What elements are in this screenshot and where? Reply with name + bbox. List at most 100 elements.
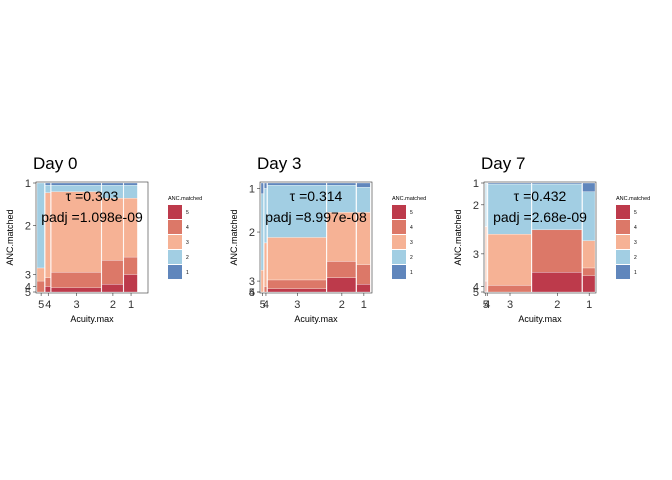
mosaic-tile-acuity-3-anc-4: [267, 279, 327, 289]
x-tick-label: 3: [294, 299, 300, 311]
x-tick-label: 5: [38, 299, 44, 311]
legend-label: 5: [410, 210, 413, 216]
legend-label: 1: [634, 270, 637, 276]
legend-swatch-2: [392, 250, 406, 264]
mosaic-tile-acuity-3-anc-5: [267, 288, 327, 293]
legend-label: 5: [634, 210, 637, 216]
mosaic-tile-acuity-2-anc-2: [326, 185, 357, 213]
legend-title: ANC.matched: [168, 196, 202, 202]
mosaic-tile-acuity-4-anc-2: [486, 182, 488, 227]
chart-title: Day 7: [481, 154, 525, 173]
mosaic-tile-acuity-2-anc-1: [531, 182, 582, 185]
padj-annotation: padj =2.68e-09: [493, 209, 587, 225]
mosaic-tile-acuity-3-anc-1: [487, 182, 532, 185]
tau-annotation: τ =0.303: [66, 188, 119, 204]
x-tick-label: 4: [484, 299, 490, 311]
x-tick-label: 1: [586, 299, 592, 311]
mosaic-tile-acuity-3-anc-3: [487, 234, 532, 286]
legend-swatch-5: [616, 205, 630, 219]
legend-label: 3: [634, 240, 637, 246]
legend-title: ANC.matched: [616, 196, 650, 202]
legend-swatch-3: [392, 235, 406, 249]
mosaic-tile-acuity-1-anc-1: [123, 182, 138, 186]
x-axis-label: Acuity.max: [294, 314, 338, 324]
legend-swatch-2: [616, 250, 630, 264]
legend-swatch-1: [616, 265, 630, 279]
mosaic-tile-acuity-3-anc-2: [487, 183, 532, 235]
mosaic-tile-acuity-5-anc-3: [260, 270, 264, 293]
y-tick-label: 4: [25, 282, 31, 294]
legend-swatch-3: [616, 235, 630, 249]
tau-annotation: τ =0.314: [290, 188, 343, 204]
legend-swatch-1: [168, 265, 182, 279]
y-tick-label: 5: [249, 287, 255, 299]
y-axis-label: ANC.matched: [5, 209, 15, 265]
legend-swatch-4: [392, 220, 406, 234]
mosaic-tile-acuity-5-anc-2: [36, 182, 45, 269]
mosaic-tile-acuity-4-anc-1: [264, 182, 267, 189]
mosaic-tile-acuity-3-anc-5: [51, 287, 102, 293]
mosaic-tile-acuity-2-anc-1: [101, 182, 124, 186]
tau-annotation: τ =0.432: [514, 188, 567, 204]
x-tick-label: 5: [483, 299, 489, 311]
legend-label: 5: [186, 210, 189, 216]
y-axis-label: ANC.matched: [229, 209, 239, 265]
mosaic-tile-acuity-2-anc-3: [101, 198, 124, 261]
mosaic-tile-acuity-4-anc-5: [45, 286, 51, 293]
y-tick-label: 3: [473, 249, 479, 261]
padj-annotation: padj =8.997e-08: [265, 209, 367, 225]
mosaic-tile-acuity-2-anc-4: [326, 261, 357, 278]
mosaic-tile-acuity-5-anc-3: [484, 226, 486, 282]
mosaic-tile-acuity-1-anc-3: [582, 240, 596, 269]
mosaic-tile-acuity-4-anc-3: [45, 192, 51, 278]
y-tick-label: 1: [473, 178, 479, 190]
mosaic-tile-acuity-2-anc-5: [326, 277, 357, 293]
mosaic-tile-acuity-4-anc-3: [486, 226, 488, 282]
x-tick-label: 1: [128, 299, 134, 311]
x-tick-label: 2: [339, 299, 345, 311]
mosaic-tile-acuity-1-anc-4: [582, 267, 596, 276]
x-tick-label: 4: [45, 299, 51, 311]
mosaic-tile-acuity-3-anc-3: [267, 237, 327, 281]
mosaic-tile-acuity-1-anc-4: [123, 256, 138, 275]
mosaic-tile-acuity-4-anc-1: [45, 182, 51, 186]
mosaic-tile-acuity-2-anc-3: [326, 212, 357, 262]
legend-label: 4: [186, 225, 189, 231]
mosaic-tile-acuity-2-anc-5: [531, 272, 582, 293]
legend-title: ANC.matched: [392, 196, 426, 202]
legend-label: 2: [410, 255, 413, 261]
y-tick-label: 5: [473, 287, 479, 299]
legend-swatch-5: [392, 205, 406, 219]
mosaic-tile-acuity-5-anc-2: [260, 193, 264, 271]
mosaic-tile-acuity-5-anc-4: [36, 280, 45, 293]
mosaic-tile-acuity-2-anc-2: [531, 183, 582, 231]
x-axis-label: Acuity.max: [518, 314, 562, 324]
mosaic-tile-acuity-1-anc-1: [356, 182, 371, 188]
y-tick-label: 1: [249, 183, 255, 195]
mosaic-tile-acuity-3-anc-4: [51, 272, 102, 288]
y-tick-label: 2: [473, 200, 479, 212]
mosaic-tile-acuity-3-anc-1: [267, 182, 327, 186]
y-axis-label: ANC.matched: [453, 209, 463, 265]
mosaic-tile-acuity-4-anc-3: [264, 242, 267, 287]
legend-label: 4: [410, 225, 413, 231]
legend-label: 3: [186, 240, 189, 246]
legend-label: 2: [634, 255, 637, 261]
legend-label: 3: [410, 240, 413, 246]
mosaic-tile-acuity-4-anc-4: [45, 277, 51, 287]
y-tick-label: 3: [25, 270, 31, 282]
x-tick-label: 5: [260, 299, 266, 311]
mosaic-tile-acuity-2-anc-4: [101, 260, 124, 285]
mosaic-tile-acuity-4-anc-2: [45, 185, 51, 193]
mosaic-tile-acuity-1-anc-5: [123, 274, 138, 293]
mosaic-tile-acuity-1-anc-2: [123, 185, 138, 199]
mosaic-tile-acuity-5-anc-4: [484, 280, 486, 293]
mosaic-tile-acuity-3-anc-4: [487, 285, 532, 293]
y-tick-label: 3: [249, 276, 255, 288]
legend-label: 1: [410, 270, 413, 276]
x-tick-label: 3: [507, 299, 513, 311]
legend-swatch-4: [616, 220, 630, 234]
